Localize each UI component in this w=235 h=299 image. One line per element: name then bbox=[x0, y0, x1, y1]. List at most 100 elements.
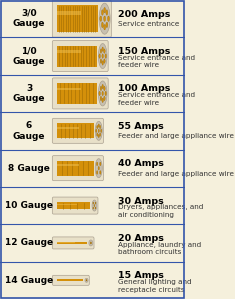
Ellipse shape bbox=[95, 159, 102, 178]
Bar bbox=[57, 204, 77, 205]
Ellipse shape bbox=[98, 81, 107, 106]
Bar bbox=[0, 187, 185, 224]
Ellipse shape bbox=[100, 49, 102, 53]
FancyBboxPatch shape bbox=[52, 118, 103, 143]
Text: 100 Amps: 100 Amps bbox=[118, 84, 170, 94]
Ellipse shape bbox=[104, 86, 105, 91]
Text: 3/0
Gauge: 3/0 Gauge bbox=[13, 9, 45, 28]
Bar bbox=[0, 150, 185, 187]
Bar bbox=[0, 112, 185, 150]
Bar bbox=[0, 75, 185, 112]
Ellipse shape bbox=[97, 133, 98, 136]
Ellipse shape bbox=[106, 10, 108, 15]
Ellipse shape bbox=[96, 162, 98, 166]
Ellipse shape bbox=[100, 59, 102, 63]
Text: 150 Amps: 150 Amps bbox=[118, 47, 170, 56]
Text: 1/0
Gauge: 1/0 Gauge bbox=[13, 46, 45, 66]
Ellipse shape bbox=[104, 16, 106, 22]
FancyBboxPatch shape bbox=[52, 237, 94, 249]
Ellipse shape bbox=[97, 125, 98, 129]
Ellipse shape bbox=[98, 166, 99, 170]
Bar bbox=[57, 202, 90, 209]
Ellipse shape bbox=[105, 91, 106, 96]
Text: 15 Amps: 15 Amps bbox=[118, 271, 164, 280]
Text: 14 Gauge: 14 Gauge bbox=[5, 276, 53, 285]
Bar bbox=[57, 83, 97, 104]
Text: 30 Amps: 30 Amps bbox=[118, 196, 164, 206]
Ellipse shape bbox=[100, 96, 102, 101]
FancyBboxPatch shape bbox=[52, 156, 103, 181]
Text: 6
Gauge: 6 Gauge bbox=[13, 121, 45, 141]
Ellipse shape bbox=[102, 91, 103, 96]
Bar bbox=[57, 164, 79, 166]
Bar bbox=[57, 242, 87, 244]
Ellipse shape bbox=[104, 25, 106, 30]
Bar bbox=[57, 127, 79, 129]
FancyBboxPatch shape bbox=[52, 275, 89, 285]
Ellipse shape bbox=[96, 129, 97, 132]
Text: 3
Gauge: 3 Gauge bbox=[13, 84, 45, 103]
Ellipse shape bbox=[108, 16, 110, 22]
Ellipse shape bbox=[102, 61, 103, 65]
Bar bbox=[57, 45, 97, 67]
Ellipse shape bbox=[102, 10, 103, 15]
Text: Feeder and large appliance wire: Feeder and large appliance wire bbox=[118, 133, 234, 139]
Ellipse shape bbox=[92, 200, 97, 211]
Bar bbox=[0, 0, 185, 37]
Ellipse shape bbox=[93, 207, 94, 209]
Ellipse shape bbox=[99, 91, 100, 96]
Text: 10 Gauge: 10 Gauge bbox=[5, 201, 53, 210]
Text: Service entrance: Service entrance bbox=[118, 21, 179, 27]
Ellipse shape bbox=[102, 54, 103, 58]
Bar bbox=[57, 50, 81, 53]
Ellipse shape bbox=[95, 202, 96, 204]
Ellipse shape bbox=[95, 207, 96, 209]
Text: 20 Amps: 20 Amps bbox=[118, 234, 164, 243]
Ellipse shape bbox=[106, 22, 108, 28]
FancyBboxPatch shape bbox=[52, 41, 108, 71]
Ellipse shape bbox=[90, 242, 91, 244]
Ellipse shape bbox=[100, 16, 102, 22]
Ellipse shape bbox=[98, 134, 99, 138]
Ellipse shape bbox=[89, 240, 93, 246]
Ellipse shape bbox=[95, 121, 102, 140]
Text: General lighting and
receptacle circuits: General lighting and receptacle circuits bbox=[118, 279, 192, 293]
Ellipse shape bbox=[100, 125, 101, 129]
FancyBboxPatch shape bbox=[52, 78, 108, 109]
FancyBboxPatch shape bbox=[52, 197, 98, 214]
Ellipse shape bbox=[104, 96, 105, 101]
Ellipse shape bbox=[94, 205, 95, 207]
Text: 12 Gauge: 12 Gauge bbox=[5, 238, 53, 248]
Ellipse shape bbox=[102, 98, 103, 103]
Ellipse shape bbox=[93, 202, 94, 204]
Ellipse shape bbox=[102, 84, 103, 89]
Bar bbox=[0, 262, 185, 299]
Text: Dryers, appliances, and
air conditioning: Dryers, appliances, and air conditioning bbox=[118, 205, 203, 218]
Text: 40 Amps: 40 Amps bbox=[118, 159, 164, 168]
Bar bbox=[0, 224, 185, 262]
Ellipse shape bbox=[105, 54, 106, 58]
Ellipse shape bbox=[98, 44, 107, 68]
Ellipse shape bbox=[86, 280, 87, 281]
Ellipse shape bbox=[99, 3, 110, 34]
Bar bbox=[57, 11, 81, 15]
Bar bbox=[0, 37, 185, 75]
Bar bbox=[57, 161, 94, 176]
Ellipse shape bbox=[104, 7, 106, 13]
Text: 200 Amps: 200 Amps bbox=[118, 10, 170, 19]
Text: Service entrance and
feeder wire: Service entrance and feeder wire bbox=[118, 92, 195, 106]
Bar bbox=[57, 5, 98, 32]
Bar bbox=[57, 123, 94, 138]
Text: 8 Gauge: 8 Gauge bbox=[8, 164, 50, 173]
Bar bbox=[57, 88, 81, 90]
Ellipse shape bbox=[85, 278, 88, 282]
Ellipse shape bbox=[100, 162, 101, 166]
Bar bbox=[57, 279, 83, 281]
Ellipse shape bbox=[98, 129, 99, 132]
Text: Feeder and large appliance wire: Feeder and large appliance wire bbox=[118, 171, 234, 177]
Text: Appliance, laundry and
bathroom circuits: Appliance, laundry and bathroom circuits bbox=[118, 242, 201, 255]
Ellipse shape bbox=[101, 129, 102, 132]
Ellipse shape bbox=[100, 133, 101, 136]
Ellipse shape bbox=[98, 124, 99, 127]
Text: Service entrance and
feeder wire: Service entrance and feeder wire bbox=[118, 55, 195, 68]
